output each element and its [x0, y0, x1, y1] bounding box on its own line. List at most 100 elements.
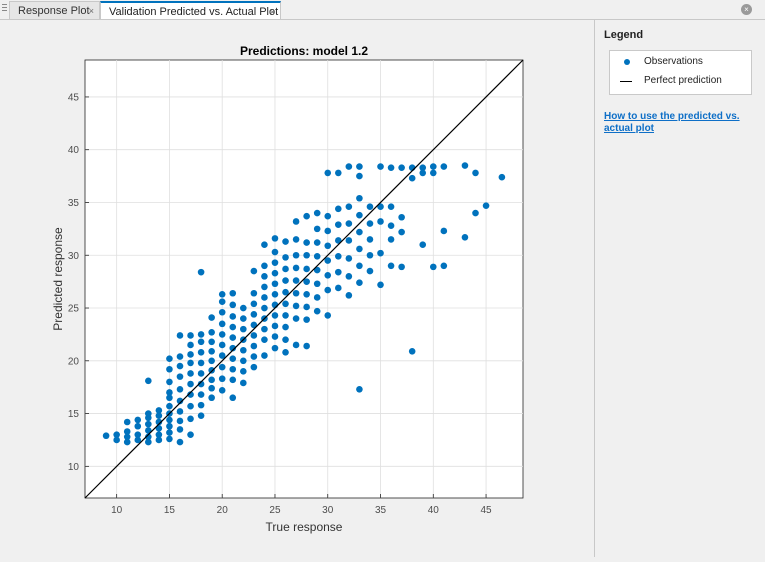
- observation-point: [187, 351, 194, 358]
- observation-point: [303, 278, 310, 285]
- observation-point: [271, 280, 279, 288]
- x-axis-label: True response: [266, 520, 343, 534]
- observation-point: [145, 420, 152, 428]
- tab-grip-icon[interactable]: [2, 4, 7, 15]
- observation-point: [482, 202, 490, 209]
- observation-point: [176, 353, 184, 360]
- observation-point: [387, 222, 395, 230]
- observation-point: [303, 303, 310, 311]
- observation-point: [356, 385, 363, 393]
- observation-point: [271, 291, 279, 298]
- observation-point: [345, 237, 353, 244]
- close-tab-icon[interactable]: ×: [269, 7, 275, 17]
- x-tick-label: 20: [217, 505, 229, 516]
- observation-point: [271, 333, 279, 340]
- observation-point: [292, 315, 300, 322]
- observation-point: [303, 291, 310, 298]
- observation-point: [123, 433, 131, 441]
- observation-point: [197, 412, 205, 419]
- observation-point: [134, 431, 142, 438]
- observation-point: [377, 281, 384, 289]
- observation-point: [208, 366, 215, 374]
- close-tab-icon[interactable]: ×: [88, 6, 94, 16]
- observation-point: [387, 236, 395, 243]
- x-tick-label: 25: [269, 505, 281, 516]
- observation-point: [166, 355, 173, 362]
- observation-point: [197, 370, 205, 377]
- observation-point: [313, 253, 321, 260]
- help-link[interactable]: How to use the predicted vs. actual plot: [604, 111, 740, 134]
- tab-label: Response Plot: [18, 5, 90, 17]
- observation-point: [218, 291, 226, 298]
- observation-point: [187, 431, 194, 438]
- observation-point: [261, 294, 268, 301]
- observation-point: [218, 387, 226, 394]
- observation-point: [218, 308, 226, 316]
- observation-point: [166, 429, 173, 436]
- observation-point: [429, 263, 437, 271]
- observation-point: [313, 307, 321, 315]
- observation-point: [176, 417, 184, 425]
- observation-point: [166, 422, 173, 430]
- observation-point: [335, 268, 342, 276]
- observation-point: [387, 164, 395, 171]
- observation-point: [271, 248, 279, 256]
- observation-point: [176, 397, 184, 405]
- observation-point: [145, 433, 152, 441]
- observation-point: [292, 251, 300, 259]
- observation-point: [282, 254, 289, 261]
- observation-point: [366, 267, 374, 275]
- observation-point: [229, 334, 237, 341]
- legend-label: Observations: [644, 56, 703, 67]
- observation-point: [387, 203, 395, 211]
- y-tick-label: 45: [68, 92, 80, 103]
- observation-point: [324, 169, 332, 177]
- x-tick-label: 30: [322, 505, 334, 516]
- observation-point: [134, 422, 142, 430]
- tick-labels: 10 15 20 25 30 35 40 45 10 15 20 25 30 35 40 45: [68, 92, 492, 516]
- observation-point: [187, 370, 194, 377]
- observation-point: [377, 249, 384, 257]
- observation-point: [303, 316, 310, 323]
- close-panel-icon[interactable]: ×: [741, 4, 752, 15]
- observation-point: [303, 239, 310, 246]
- observation-point: [240, 357, 247, 365]
- observation-point: [356, 172, 363, 180]
- observation-point: [313, 294, 321, 301]
- observation-point: [461, 162, 469, 169]
- observation-point: [419, 164, 427, 171]
- observation-point: [208, 338, 215, 346]
- observation-point: [461, 234, 469, 241]
- panel-divider[interactable]: [594, 20, 595, 557]
- observation-point: [229, 323, 237, 331]
- tab-response-plot[interactable]: Response Plot ×: [9, 1, 100, 19]
- observation-point: [229, 376, 237, 384]
- tab-validation-predicted-vs-actual[interactable]: Validation Predicted vs. Actual Plot ×: [100, 1, 281, 19]
- x-tick-label: 10: [111, 505, 123, 516]
- observation-point: [366, 220, 374, 227]
- observation-point: [208, 328, 215, 336]
- observation-point: [240, 368, 247, 375]
- observation-point: [292, 236, 300, 243]
- observation-point: [250, 353, 258, 360]
- observation-point: [345, 273, 353, 280]
- observation-point: [208, 357, 215, 365]
- observation-point: [155, 418, 163, 426]
- observation-point: [145, 377, 152, 385]
- observation-point: [261, 262, 268, 270]
- observations: [102, 162, 506, 446]
- observation-point: [240, 379, 247, 387]
- observation-point: [261, 273, 268, 280]
- line-marker-icon: [620, 81, 632, 82]
- observation-point: [229, 355, 237, 362]
- observation-point: [335, 169, 342, 177]
- observation-point: [356, 211, 363, 219]
- observation-point: [187, 341, 194, 349]
- observation-point: [324, 212, 332, 220]
- observation-point: [345, 203, 353, 211]
- observation-point: [366, 251, 374, 259]
- observation-point: [356, 228, 363, 236]
- y-tick-label: 25: [68, 304, 80, 315]
- observation-point: [166, 416, 173, 424]
- observation-point: [250, 321, 258, 329]
